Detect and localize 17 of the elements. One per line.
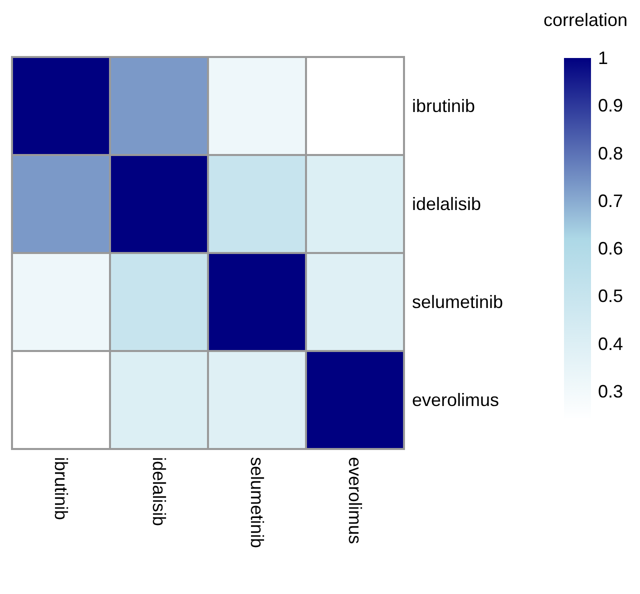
color-bar-label: 0.8 [598,143,624,164]
y-tick-label: idelalisib [412,194,482,214]
x-tick-label: selumetinib [247,457,267,548]
color-bar-title: correlation [543,10,628,30]
color-bar-label: 0.6 [598,238,624,259]
x-tick-label: everolimus [345,457,365,544]
color-bar-label: 0.9 [598,96,624,116]
color-bar-label: 1 [598,48,608,68]
color-bar-label: 0.7 [598,190,624,211]
y-tick-label: ibrutinib [412,96,476,116]
y-tick-label: selumetinib [412,292,504,312]
color-bar-label: 0.4 [598,334,624,354]
color-bar-label: 0.3 [598,381,624,402]
x-tick-label: idelalisib [149,457,169,526]
x-tick-label: ibrutinib [51,457,71,520]
color-bar-label: 0.5 [598,286,624,306]
y-tick-label: everolimus [412,390,500,410]
